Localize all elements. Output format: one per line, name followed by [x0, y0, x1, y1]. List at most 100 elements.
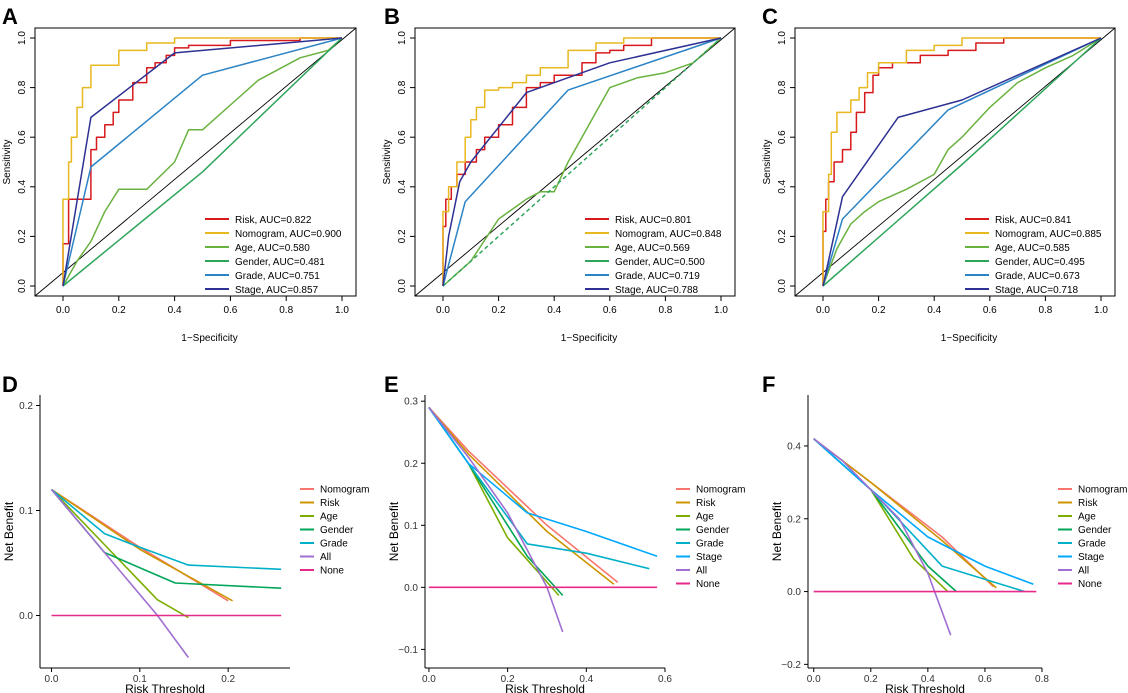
- y-tick-label: 0.0: [777, 279, 788, 293]
- x-tick-label: 0.2: [112, 305, 126, 316]
- roc-curve-stage: [62, 37, 343, 287]
- legend-label-risk: Risk, AUC=0.801: [615, 215, 692, 226]
- x-tick-label: 0.0: [56, 305, 70, 316]
- y-tick-label: 1.0: [17, 31, 28, 45]
- legend-label-all: All: [1078, 566, 1089, 577]
- y-tick-label: 0.1: [404, 521, 418, 532]
- x-tick-label: 1.0: [714, 305, 728, 316]
- net-benefit-curve-all: [428, 406, 564, 633]
- net-benefit-curve-grade: [50, 488, 282, 571]
- legend-label-nomogram: Nomogram, AUC=0.848: [615, 229, 722, 240]
- reference-diagonal: [34, 27, 357, 297]
- panel-letter-e: E: [384, 372, 399, 397]
- x-tick-label: 0.6: [658, 674, 672, 685]
- x-axis-title: 1−Specificity: [181, 333, 237, 344]
- net-benefit-curve-age: [50, 488, 189, 619]
- x-tick-label: 0.4: [921, 674, 935, 685]
- roc-curve-age: [62, 37, 343, 287]
- legend-label-all: All: [320, 552, 331, 563]
- legend-label-stage: Stage, AUC=0.718: [995, 285, 1079, 296]
- legend-label-gender: Gender: [1078, 525, 1112, 536]
- y-tick-label: 0.8: [777, 80, 788, 94]
- roc-curve-risk: [822, 37, 1101, 286]
- legend-label-gender: Gender, AUC=0.500: [615, 257, 705, 268]
- net-benefit-curve-nomogram: [813, 438, 995, 588]
- legend-label-gender: Gender, AUC=0.481: [235, 257, 325, 268]
- legend-label-age: Age, AUC=0.569: [615, 243, 690, 254]
- x-tick-label: 0.0: [807, 674, 821, 685]
- panel-letter-b: B: [384, 4, 400, 29]
- legend-label-nomogram: Nomogram: [696, 485, 745, 496]
- x-tick-label: 0.1: [133, 674, 147, 685]
- x-axis-title: Risk Threshold: [885, 682, 965, 693]
- y-tick-label: 0.8: [17, 80, 28, 94]
- panel-letter-c: C: [762, 4, 778, 29]
- y-tick-label: 0.0: [17, 279, 28, 293]
- legend-label-stage: Stage, AUC=0.788: [615, 285, 699, 296]
- roc-curve-risk: [62, 37, 342, 286]
- x-axis-title: Risk Threshold: [125, 682, 205, 693]
- roc-curve-stage: [442, 37, 722, 287]
- roc-curve-nomogram: [62, 37, 342, 286]
- y-axis-title: Sensitivity: [382, 139, 393, 184]
- legend-label-nomogram: Nomogram: [320, 485, 369, 496]
- net-benefit-curve-gender: [813, 438, 957, 593]
- net-benefit-curve-stage: [428, 406, 658, 558]
- legend-label-risk: Risk, AUC=0.841: [995, 215, 1072, 226]
- legend-label-nomogram: Nomogram, AUC=0.900: [235, 229, 342, 240]
- x-axis-title: 1−Specificity: [941, 333, 997, 344]
- legend-label-age: Age: [696, 512, 714, 523]
- legend-label-stage: Stage, AUC=0.857: [235, 285, 319, 296]
- dca-panel-d: 0.0 0.1 0.2 0.0 0.1 0.2 Risk Threshold Net Bene…: [2, 395, 369, 693]
- reference-diagonal: [414, 27, 736, 297]
- x-tick-label: 0.0: [45, 674, 59, 685]
- roc-curve-gender: [822, 37, 1102, 287]
- legend-label-risk: Risk, AUC=0.822: [235, 215, 312, 226]
- x-tick-label: 0.4: [579, 674, 593, 685]
- x-tick-label: 0.2: [864, 674, 878, 685]
- y-tick-label: 1.0: [397, 31, 408, 45]
- plots-layer: 0.0 0.2 0.4 0.6 0.8 1.0 0.0 0.2 0.4 0.6 0.8 1.0 1−Sp…: [2, 27, 1127, 693]
- net-benefit-curve-stage: [813, 438, 1034, 586]
- legend-label-age: Age: [1078, 512, 1096, 523]
- y-tick-label: 0.2: [17, 229, 28, 243]
- net-benefit-curve-age: [813, 438, 949, 593]
- roc-curve-grade: [442, 37, 722, 287]
- x-tick-label: 0.6: [223, 305, 237, 316]
- net-benefit-curve-all: [50, 488, 190, 658]
- y-tick-label: 0.2: [19, 401, 33, 412]
- roc-curve-stage: [822, 37, 1102, 287]
- legend-label-nomogram: Nomogram, AUC=0.885: [995, 229, 1102, 240]
- y-tick-label: 0.6: [17, 130, 28, 144]
- net-benefit-curve-grade: [428, 406, 650, 570]
- net-benefit-curve-risk: [813, 438, 997, 589]
- y-tick-label: 0.8: [397, 80, 408, 94]
- y-tick-label: 0.2: [787, 514, 801, 525]
- x-tick-label: 0.8: [1038, 305, 1052, 316]
- x-tick-label: 0.4: [547, 305, 561, 316]
- legend-label-stage: Stage: [696, 552, 723, 563]
- roc-curve-nomogram: [822, 37, 1101, 286]
- x-tick-label: 1.0: [335, 305, 349, 316]
- y-axis-title: Net Benefit: [387, 501, 401, 561]
- y-tick-label: 0.2: [404, 459, 418, 470]
- y-axis-title: Net Benefit: [2, 501, 16, 561]
- legend-label-age: Age: [320, 512, 338, 523]
- roc-panel-a: 0.0 0.2 0.4 0.6 0.8 1.0 0.0 0.2 0.4 0.6 0.8 1.0 1−Sp…: [2, 27, 357, 344]
- x-tick-label: 0.0: [436, 305, 450, 316]
- y-axis-title: Sensitivity: [2, 139, 13, 184]
- legend-label-grade: Grade, AUC=0.719: [615, 271, 700, 282]
- legend-label-age: Age, AUC=0.580: [235, 243, 310, 254]
- net-benefit-curve-all: [813, 438, 952, 636]
- y-tick-label: 0.0: [787, 587, 801, 598]
- plot-frame: [34, 27, 357, 297]
- y-tick-label: 0.2: [777, 229, 788, 243]
- panel-letter-a: A: [2, 4, 18, 29]
- x-tick-label: 0.8: [1035, 674, 1049, 685]
- legend-label-gender: Gender: [320, 525, 354, 536]
- legend-label-gender: Gender: [696, 525, 730, 536]
- y-tick-label: 0.6: [397, 130, 408, 144]
- x-tick-label: 0.4: [168, 305, 182, 316]
- x-tick-label: 0.4: [927, 305, 941, 316]
- x-tick-label: 0.2: [872, 305, 886, 316]
